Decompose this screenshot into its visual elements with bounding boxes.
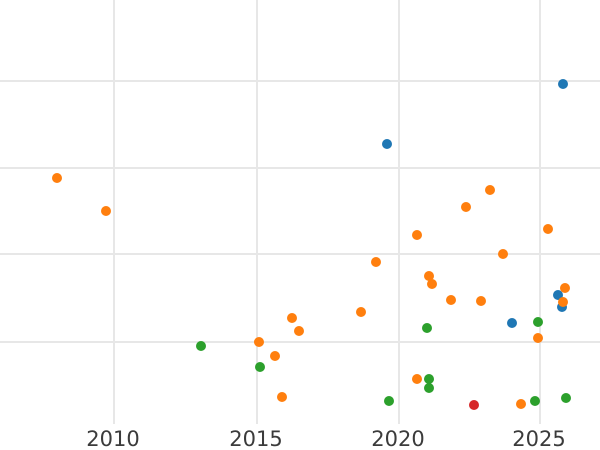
- scatter-point-orange: [476, 296, 486, 306]
- x-tick-label: 2025: [512, 427, 566, 450]
- scatter-point-orange: [461, 202, 471, 212]
- scatter-point-orange: [356, 307, 366, 317]
- scatter-point-green: [533, 317, 543, 327]
- horizontal-gridline: [0, 253, 600, 255]
- scatter-point-green: [196, 341, 206, 351]
- x-tick-label: 2020: [371, 427, 425, 450]
- vertical-gridline: [539, 0, 541, 424]
- scatter-point-blue: [553, 290, 563, 300]
- scatter-point-blue: [558, 79, 568, 89]
- scatter-point-green: [384, 396, 394, 406]
- x-tick-label: 2010: [86, 427, 140, 450]
- vertical-gridline: [113, 0, 115, 424]
- scatter-point-red: [469, 400, 479, 410]
- scatter-point-orange: [371, 257, 381, 267]
- scatter-point-orange: [516, 399, 526, 409]
- vertical-gridline: [398, 0, 400, 424]
- horizontal-gridline: [0, 80, 600, 82]
- scatter-point-orange: [294, 326, 304, 336]
- scatter-point-orange: [52, 173, 62, 183]
- scatter-point-orange: [412, 230, 422, 240]
- x-tick-label: 2015: [229, 427, 283, 450]
- scatter-point-orange: [424, 271, 434, 281]
- scatter-point-orange: [560, 283, 570, 293]
- scatter-point-orange: [254, 337, 264, 347]
- scatter-point-orange: [101, 206, 111, 216]
- scatter-point-green: [424, 383, 434, 393]
- scatter-point-orange: [270, 351, 280, 361]
- scatter-point-orange: [412, 374, 422, 384]
- scatter-point-green: [255, 362, 265, 372]
- scatter-point-green: [422, 323, 432, 333]
- scatter-point-green: [561, 393, 571, 403]
- scatter-point-orange: [427, 279, 437, 289]
- horizontal-gridline: [0, 341, 600, 343]
- scatter-point-green: [424, 374, 434, 384]
- scatter-point-orange: [533, 333, 543, 343]
- scatter-point-blue: [382, 139, 392, 149]
- horizontal-gridline: [0, 167, 600, 169]
- scatter-point-blue: [507, 318, 517, 328]
- vertical-gridline: [256, 0, 258, 424]
- scatter-point-orange: [543, 224, 553, 234]
- scatter-point-orange: [277, 392, 287, 402]
- scatter-point-orange: [287, 313, 297, 323]
- scatter-point-orange: [446, 295, 456, 305]
- scatter-point-orange: [498, 249, 508, 259]
- scatter-point-orange: [558, 297, 568, 307]
- scatter-point-blue: [557, 302, 567, 312]
- scatter-point-green: [530, 396, 540, 406]
- scatter-point-orange: [485, 185, 495, 195]
